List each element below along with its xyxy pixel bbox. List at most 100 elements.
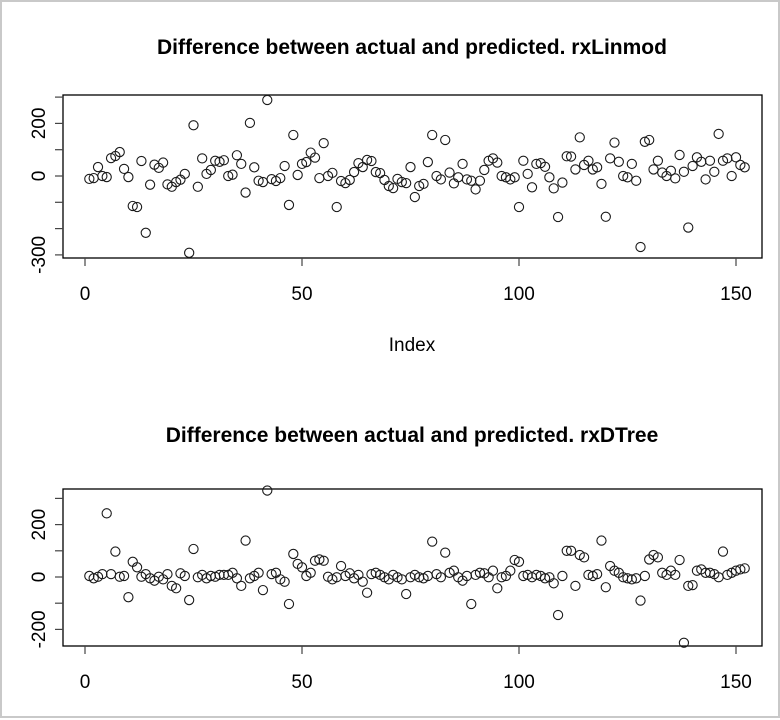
data-point xyxy=(136,155,147,167)
data-point xyxy=(526,182,538,193)
data-point xyxy=(700,174,711,185)
plot-rxlinmod-title: Difference between actual and predicted.… xyxy=(157,36,667,59)
data-point xyxy=(652,155,664,166)
data-point xyxy=(240,535,251,546)
data-point xyxy=(318,137,329,149)
data-point xyxy=(604,153,616,164)
data-point xyxy=(188,120,199,131)
data-point xyxy=(440,547,451,558)
data-point xyxy=(709,166,720,177)
data-point xyxy=(626,158,637,170)
x-tick-label: 0 xyxy=(80,284,91,305)
data-point xyxy=(92,161,104,173)
x-tick-label: 50 xyxy=(291,284,312,305)
data-point xyxy=(97,170,108,182)
plot-rxlinmod: Difference between actual and predicted.… xyxy=(29,36,763,356)
data-point xyxy=(344,174,355,186)
data-point xyxy=(670,173,681,184)
data-point xyxy=(474,567,486,578)
data-point xyxy=(157,157,169,168)
data-point xyxy=(283,199,295,211)
data-point xyxy=(522,168,533,180)
data-point xyxy=(496,170,507,182)
data-point xyxy=(266,568,277,580)
data-point xyxy=(296,562,308,573)
data-point xyxy=(596,535,607,546)
data-point xyxy=(361,154,373,166)
data-point xyxy=(257,584,269,596)
data-point xyxy=(88,573,99,584)
data-point xyxy=(644,134,655,146)
plot-rxlinmod-xlabel: Index xyxy=(389,335,436,356)
data-point xyxy=(435,572,447,583)
data-point xyxy=(665,165,677,176)
data-point xyxy=(461,174,473,185)
x-tick-label: 100 xyxy=(503,284,535,305)
y-tick-label: 0 xyxy=(29,572,50,583)
data-point xyxy=(331,201,342,213)
data-point xyxy=(609,137,620,148)
data-point xyxy=(405,161,416,173)
data-point xyxy=(583,155,594,166)
data-point xyxy=(214,156,225,167)
data-point xyxy=(557,570,568,582)
data-point xyxy=(435,174,447,185)
plot-rxlinmod-axes: 0 50 100 150 200 0 -300 xyxy=(29,94,763,305)
data-point xyxy=(466,598,477,610)
data-point xyxy=(704,567,716,578)
data-point xyxy=(548,578,559,589)
data-point xyxy=(236,158,247,170)
data-point xyxy=(678,637,690,648)
plot-box xyxy=(62,94,763,259)
data-point xyxy=(131,201,143,213)
data-point xyxy=(513,201,525,213)
data-point xyxy=(422,156,434,168)
data-point xyxy=(539,573,551,584)
data-point xyxy=(262,485,273,496)
data-point xyxy=(314,554,325,565)
x-tick-label: 50 xyxy=(291,672,312,693)
y-tick-label: 0 xyxy=(29,171,50,182)
data-point xyxy=(678,166,690,177)
data-point xyxy=(565,151,577,162)
data-point xyxy=(739,563,750,574)
data-point xyxy=(279,576,290,587)
data-point xyxy=(470,184,481,195)
data-point xyxy=(205,164,217,176)
data-point xyxy=(474,175,486,186)
data-point xyxy=(309,152,321,163)
data-point xyxy=(717,546,729,557)
data-point xyxy=(253,175,264,186)
data-point xyxy=(288,548,299,560)
data-point xyxy=(305,567,316,578)
data-point xyxy=(453,172,464,183)
data-point xyxy=(652,552,664,563)
data-point xyxy=(440,134,451,146)
data-point xyxy=(123,592,134,603)
plot-rxdtree-title: Difference between actual and predicted.… xyxy=(166,424,659,447)
plot-rxdtree-axes: 0 50 100 150 200 0 -200 xyxy=(29,488,763,693)
data-point xyxy=(184,247,195,258)
data-point xyxy=(565,545,577,556)
data-point xyxy=(531,569,542,581)
data-point xyxy=(387,182,399,194)
data-point xyxy=(401,177,412,189)
data-point xyxy=(335,560,347,572)
data-point xyxy=(379,174,390,186)
data-point xyxy=(283,598,295,610)
data-point xyxy=(279,160,290,172)
data-point xyxy=(518,155,529,166)
data-point xyxy=(427,129,438,141)
data-point xyxy=(301,156,312,168)
data-point xyxy=(366,155,377,167)
data-point xyxy=(648,164,659,175)
data-point xyxy=(674,554,685,566)
data-point xyxy=(487,565,499,576)
data-point xyxy=(127,200,138,212)
data-point xyxy=(370,166,381,178)
data-point xyxy=(118,163,130,175)
data-point xyxy=(574,132,585,143)
data-point xyxy=(561,151,572,162)
data-point xyxy=(188,543,199,555)
